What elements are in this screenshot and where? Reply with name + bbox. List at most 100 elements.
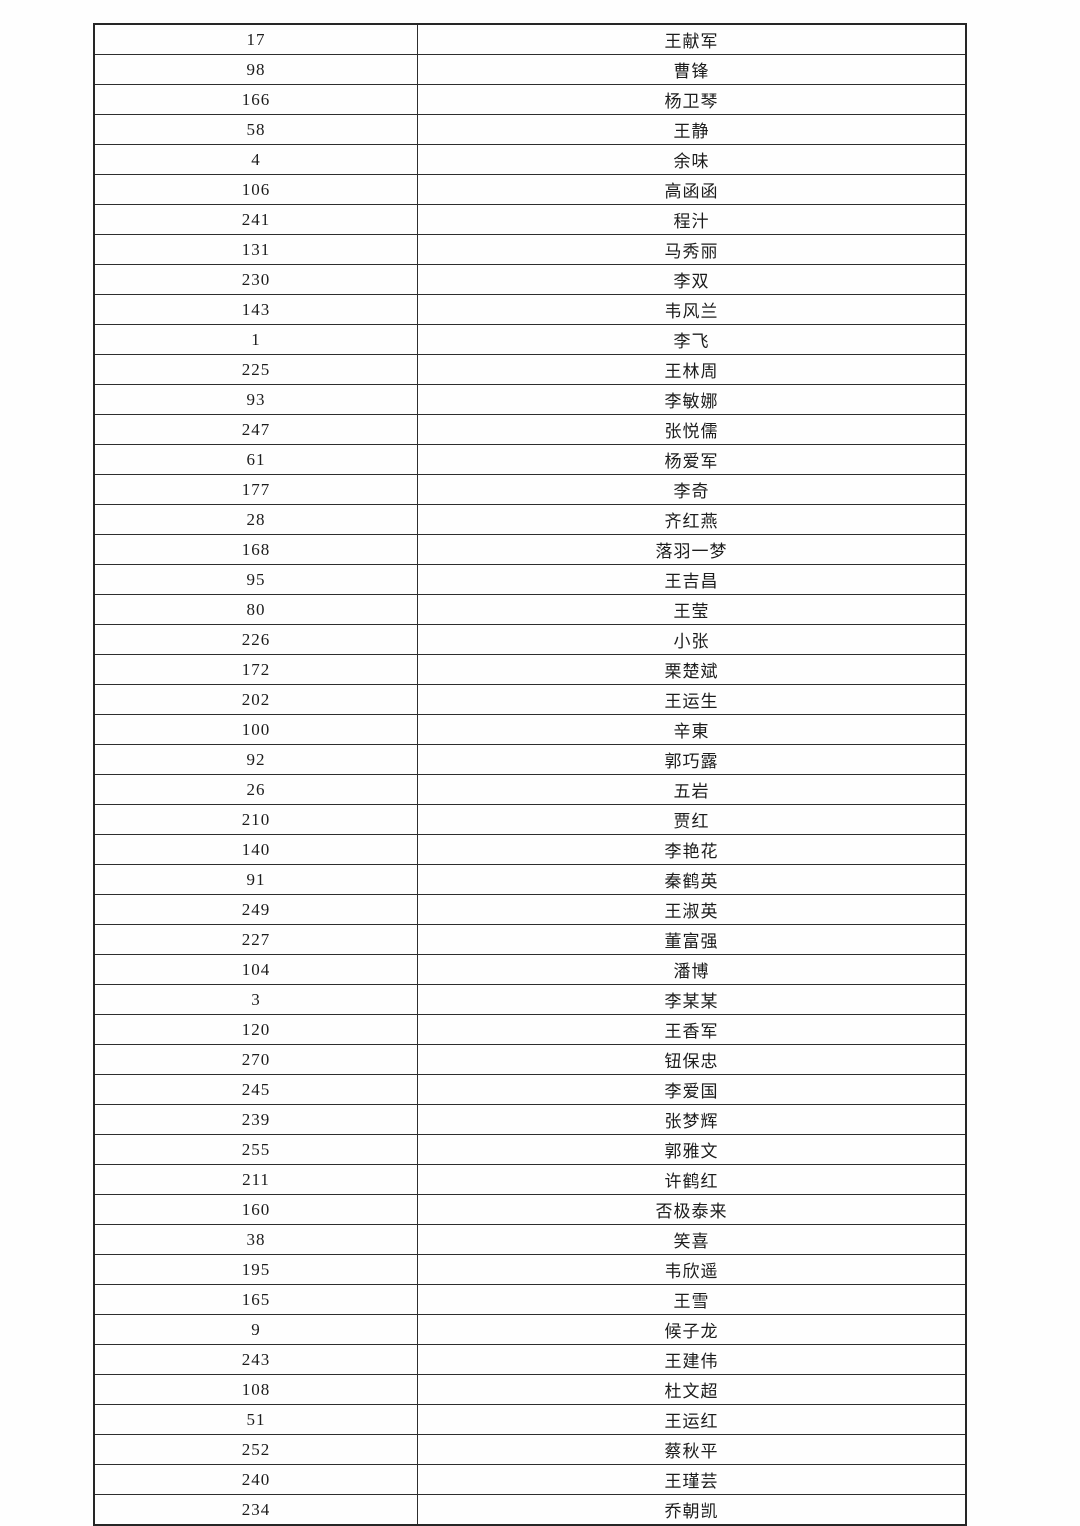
member-id-cell: 106 bbox=[93, 174, 418, 205]
table-row: 95 王吉昌 bbox=[93, 564, 967, 595]
member-id-cell: 9 bbox=[93, 1314, 418, 1345]
member-id-cell: 172 bbox=[93, 654, 418, 685]
table-row: 177 李奇 bbox=[93, 474, 967, 505]
member-name-cell: 笑喜 bbox=[417, 1224, 967, 1255]
member-id-cell: 225 bbox=[93, 354, 418, 385]
table-row: 210 贾红 bbox=[93, 804, 967, 835]
table-row: 140 李艳花 bbox=[93, 834, 967, 865]
table-row: 143 韦风兰 bbox=[93, 294, 967, 325]
member-id-cell: 17 bbox=[93, 23, 418, 55]
table-row: 3 李某某 bbox=[93, 984, 967, 1015]
member-table-body: 17 王献军 98 曹锋 166 杨卫琴 58 王静 4 余味 106 高函函 … bbox=[93, 23, 967, 1526]
member-name-cell: 王吉昌 bbox=[417, 564, 967, 595]
member-name-cell: 许鹤红 bbox=[417, 1164, 967, 1195]
member-name-cell: 王淑英 bbox=[417, 894, 967, 925]
table-row: 230 李双 bbox=[93, 264, 967, 295]
member-name-cell: 栗楚斌 bbox=[417, 654, 967, 685]
table-row: 247 张悦儒 bbox=[93, 414, 967, 445]
member-id-cell: 230 bbox=[93, 264, 418, 295]
member-name-cell: 杨爱军 bbox=[417, 444, 967, 475]
member-id-cell: 98 bbox=[93, 54, 418, 85]
member-name-cell: 潘博 bbox=[417, 954, 967, 985]
member-id-cell: 168 bbox=[93, 534, 418, 565]
member-id-cell: 160 bbox=[93, 1194, 418, 1225]
member-id-cell: 166 bbox=[93, 84, 418, 115]
table-row: 17 王献军 bbox=[93, 23, 967, 55]
member-id-cell: 202 bbox=[93, 684, 418, 715]
member-id-cell: 270 bbox=[93, 1044, 418, 1075]
member-id-cell: 255 bbox=[93, 1134, 418, 1165]
member-id-cell: 249 bbox=[93, 894, 418, 925]
table-row: 255 郭雅文 bbox=[93, 1134, 967, 1165]
member-name-cell: 李艳花 bbox=[417, 834, 967, 865]
table-row: 195 韦欣遥 bbox=[93, 1254, 967, 1285]
member-name-cell: 李飞 bbox=[417, 324, 967, 355]
table-row: 61 杨爱军 bbox=[93, 444, 967, 475]
member-name-cell: 高函函 bbox=[417, 174, 967, 205]
member-name-cell: 韦风兰 bbox=[417, 294, 967, 325]
member-name-cell: 董富强 bbox=[417, 924, 967, 955]
table-row: 225 王林周 bbox=[93, 354, 967, 385]
table-row: 106 高函函 bbox=[93, 174, 967, 205]
member-id-cell: 120 bbox=[93, 1014, 418, 1045]
member-id-cell: 93 bbox=[93, 384, 418, 415]
table-row: 227 董富强 bbox=[93, 924, 967, 955]
member-name-cell: 齐红燕 bbox=[417, 504, 967, 535]
member-id-cell: 38 bbox=[93, 1224, 418, 1255]
member-id-cell: 51 bbox=[93, 1404, 418, 1435]
table-row: 202 王运生 bbox=[93, 684, 967, 715]
table-row: 4 余味 bbox=[93, 144, 967, 175]
member-id-cell: 3 bbox=[93, 984, 418, 1015]
member-id-cell: 58 bbox=[93, 114, 418, 145]
member-name-cell: 五岩 bbox=[417, 774, 967, 805]
table-row: 160 否极泰来 bbox=[93, 1194, 967, 1225]
table-row: 241 程汁 bbox=[93, 204, 967, 235]
member-id-cell: 245 bbox=[93, 1074, 418, 1105]
member-id-cell: 131 bbox=[93, 234, 418, 265]
member-name-cell: 杜文超 bbox=[417, 1374, 967, 1405]
table-row: 1 李飞 bbox=[93, 324, 967, 355]
member-name-cell: 候子龙 bbox=[417, 1314, 967, 1345]
member-name-cell: 张悦儒 bbox=[417, 414, 967, 445]
member-id-cell: 239 bbox=[93, 1104, 418, 1135]
member-id-cell: 211 bbox=[93, 1164, 418, 1195]
table-row: 249 王淑英 bbox=[93, 894, 967, 925]
member-name-cell: 杨卫琴 bbox=[417, 84, 967, 115]
table-row: 252 蔡秋平 bbox=[93, 1434, 967, 1465]
member-name-cell: 张梦辉 bbox=[417, 1104, 967, 1135]
member-id-cell: 80 bbox=[93, 594, 418, 625]
table-row: 9 候子龙 bbox=[93, 1314, 967, 1345]
member-name-cell: 王香军 bbox=[417, 1014, 967, 1045]
member-name-cell: 王献军 bbox=[417, 23, 967, 55]
member-id-cell: 143 bbox=[93, 294, 418, 325]
member-name-cell: 郭雅文 bbox=[417, 1134, 967, 1165]
member-name-cell: 王静 bbox=[417, 114, 967, 145]
table-row: 240 王瑾芸 bbox=[93, 1464, 967, 1495]
member-name-cell: 郭巧露 bbox=[417, 744, 967, 775]
table-row: 211 许鹤红 bbox=[93, 1164, 967, 1195]
table-row: 93 李敏娜 bbox=[93, 384, 967, 415]
table-row: 120 王香军 bbox=[93, 1014, 967, 1045]
member-name-cell: 李敏娜 bbox=[417, 384, 967, 415]
member-name-cell: 李爱国 bbox=[417, 1074, 967, 1105]
member-name-cell: 钮保忠 bbox=[417, 1044, 967, 1075]
member-name-cell: 韦欣遥 bbox=[417, 1254, 967, 1285]
member-id-cell: 241 bbox=[93, 204, 418, 235]
member-name-cell: 秦鹤英 bbox=[417, 864, 967, 895]
member-id-cell: 140 bbox=[93, 834, 418, 865]
table-row: 80 王莹 bbox=[93, 594, 967, 625]
member-id-cell: 165 bbox=[93, 1284, 418, 1315]
member-name-cell: 曹锋 bbox=[417, 54, 967, 85]
member-id-cell: 227 bbox=[93, 924, 418, 955]
member-id-cell: 26 bbox=[93, 774, 418, 805]
member-id-cell: 95 bbox=[93, 564, 418, 595]
member-name-cell: 王运红 bbox=[417, 1404, 967, 1435]
table-row: 168 落羽一梦 bbox=[93, 534, 967, 565]
member-id-cell: 28 bbox=[93, 504, 418, 535]
table-row: 131 马秀丽 bbox=[93, 234, 967, 265]
member-id-cell: 100 bbox=[93, 714, 418, 745]
member-name-cell: 贾红 bbox=[417, 804, 967, 835]
member-id-cell: 210 bbox=[93, 804, 418, 835]
table-row: 172 栗楚斌 bbox=[93, 654, 967, 685]
table-row: 58 王静 bbox=[93, 114, 967, 145]
